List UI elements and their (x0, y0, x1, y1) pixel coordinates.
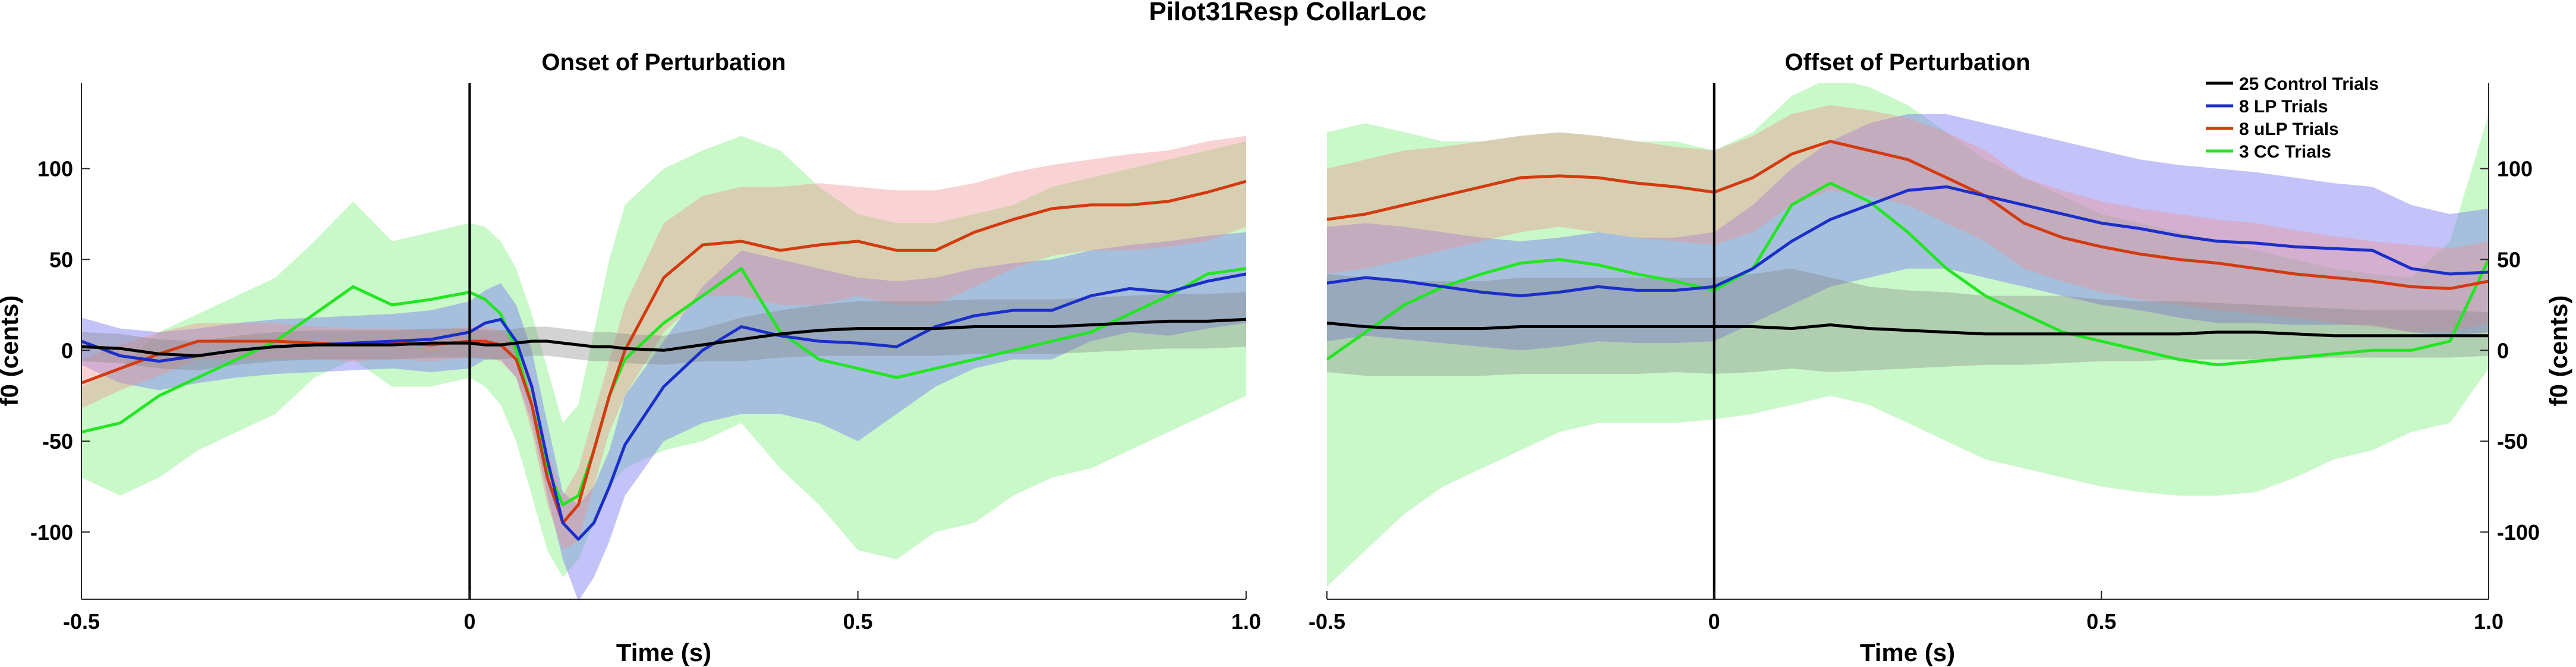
offset-line-3-cc-trials (1327, 181, 2489, 367)
onset-line-8-ulp-trials (81, 180, 1246, 525)
legend-label-8-lp-trials: 8 LP Trials (2239, 97, 2328, 117)
onset-band-3-cc-trials (81, 136, 1246, 578)
onset-x-tick-label: -0.5 (63, 609, 100, 634)
onset-band-25-control-trials (81, 292, 1246, 370)
figure-title: Pilot31Resp CollarLoc (1149, 0, 1426, 26)
legend-label-25-control-trials: 25 Control Trials (2239, 74, 2379, 94)
offset-x-tick-label: 0.5 (2086, 609, 2116, 634)
offset-band-3-cc-trials (1327, 83, 2489, 587)
onset-x-tick-label: 0 (464, 609, 475, 634)
onset-x-tick-label: 0.5 (843, 609, 873, 634)
onset-x-tick-label: 1.0 (1231, 609, 1261, 634)
onset-y-tick-label: 50 (49, 247, 73, 272)
offset-panel: -0.5 0 0.5 1.0 100 50 0 -50 -100 Offset of Pertu… (1309, 49, 2572, 666)
offset-y-tick-label: -100 (2497, 520, 2540, 545)
onset-line-25-control-trials (81, 317, 1246, 357)
legend-label-8-ulp-trials: 8 uLP Trials (2239, 119, 2339, 139)
onset-panel-title: Onset of Perturbation (541, 49, 786, 75)
offset-x-axis-label: Time (s) (1860, 638, 1955, 666)
offset-x-tick-label: -0.5 (1309, 609, 1345, 634)
offset-y-tick-label: 50 (2497, 247, 2521, 272)
offset-y-tick-label: 100 (2497, 157, 2533, 181)
offset-band-25-control-trials (1327, 268, 2489, 376)
onset-y-tick-label: 0 (61, 338, 73, 363)
onset-y-axis-label: f0 (cents) (0, 295, 23, 407)
onset-y-tick-label: 100 (37, 157, 73, 181)
onset-y-tick-label: -100 (30, 520, 73, 545)
offset-x-tick-label: 1.0 (2474, 609, 2504, 634)
onset-panel: -0.5 0 0.5 1.0 100 50 0 -50 -100 Onset of Pertur… (0, 49, 1261, 666)
legend-label-3-cc-trials: 3 CC Trials (2239, 142, 2331, 162)
onset-x-axis-label: Time (s) (616, 638, 711, 666)
onset-band-8-ulp-trials (81, 136, 1246, 550)
offset-line-8-lp-trials (1327, 185, 2489, 298)
offset-y-tick-label: 0 (2497, 338, 2509, 363)
offset-line-8-ulp-trials (1327, 140, 2489, 290)
offset-band-8-ulp-trials (1327, 105, 2489, 332)
onset-y-tick-label: -50 (42, 429, 73, 454)
offset-y-tick-label: -50 (2497, 429, 2528, 454)
onset-band-8-lp-trials (81, 232, 1246, 599)
offset-x-tick-label: 0 (1708, 609, 1720, 634)
offset-y-axis-label: f0 (cents) (2545, 295, 2572, 407)
offset-panel-title: Offset of Perturbation (1784, 49, 2030, 75)
offset-line-25-control-trials (1327, 321, 2489, 338)
